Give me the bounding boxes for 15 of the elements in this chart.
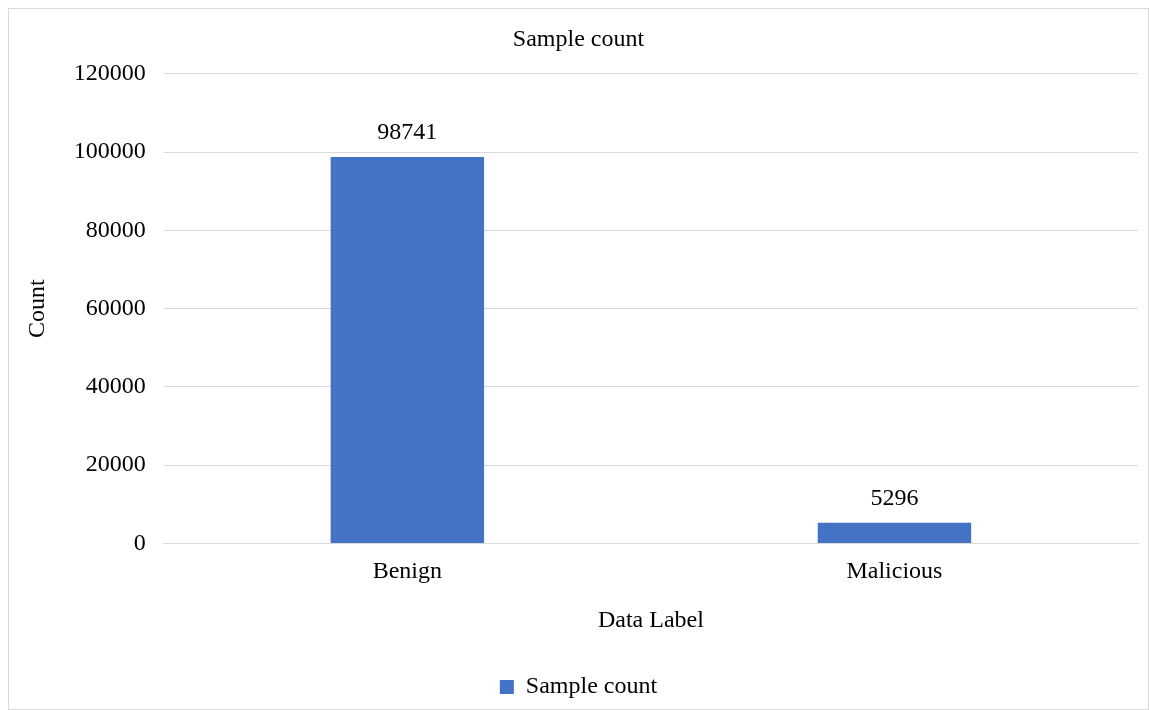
y-axis-title: Count xyxy=(22,278,49,338)
x-tick-label: Benign xyxy=(372,557,443,584)
y-tick-label: 40000 xyxy=(85,372,146,399)
data-label: 5296 xyxy=(870,483,919,510)
y-tick-label: 100000 xyxy=(73,137,146,164)
legend-label: Sample count xyxy=(525,672,658,699)
y-tick-label: 60000 xyxy=(85,293,146,320)
x-tick-label: Malicious xyxy=(846,557,943,584)
y-tick-label: 120000 xyxy=(73,59,146,86)
x-axis-title: Data Label xyxy=(597,605,705,632)
y-tick-label: 20000 xyxy=(85,450,146,477)
chart-title: Sample count xyxy=(512,24,645,51)
y-tick-label: 80000 xyxy=(85,215,146,242)
y-tick-label: 0 xyxy=(133,528,146,555)
data-label: 98741 xyxy=(377,118,438,145)
